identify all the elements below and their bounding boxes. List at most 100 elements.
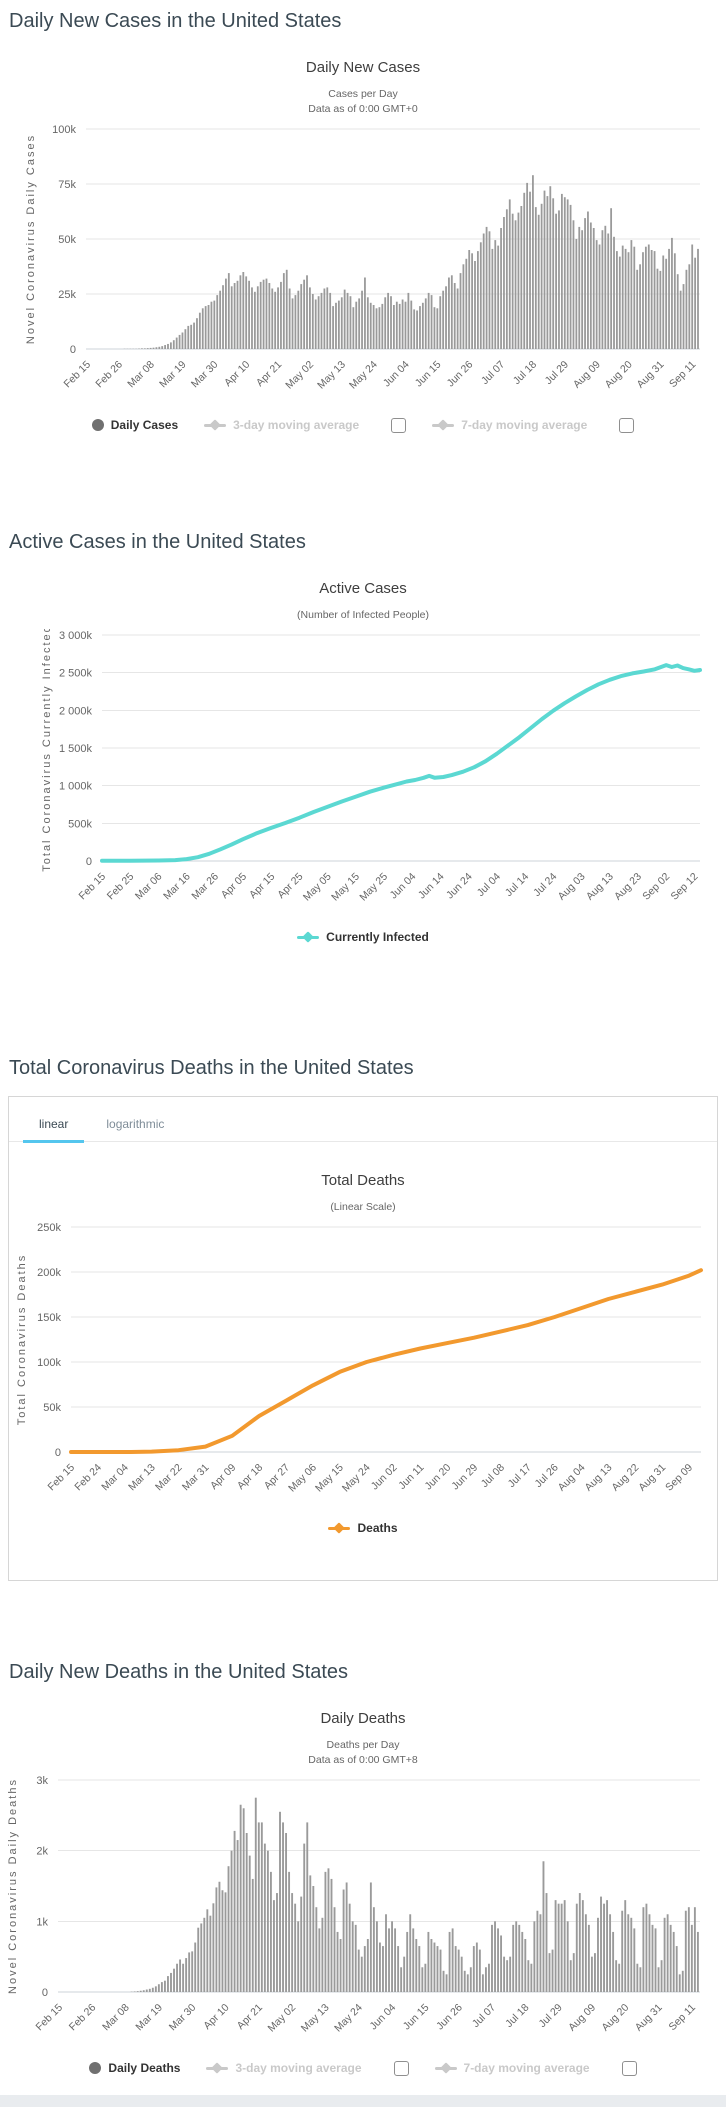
legend-checkbox[interactable]: [393, 2060, 409, 2076]
svg-text:May 06: May 06: [286, 1462, 319, 1495]
section-heading-daily-cases: Daily New Cases in the United States: [9, 10, 342, 32]
svg-text:Feb 25: Feb 25: [105, 871, 137, 903]
svg-text:Feb 15: Feb 15: [77, 871, 109, 903]
legend-item-7-day-moving-average[interactable]: 7-day moving average: [434, 2059, 590, 2077]
tab-linear[interactable]: linear: [23, 1111, 85, 1143]
svg-text:Mar 26: Mar 26: [189, 871, 221, 903]
svg-text:Mar 30: Mar 30: [167, 2002, 199, 2034]
legend-line-marker-icon: [432, 423, 455, 427]
svg-text:100k: 100k: [37, 1357, 61, 1369]
svg-text:May 24: May 24: [332, 2002, 365, 2035]
svg-text:Sep 11: Sep 11: [667, 2002, 699, 2034]
legend-line-marker-icon: [204, 423, 227, 427]
tab-logarithmic[interactable]: logarithmic: [106, 1117, 165, 1131]
svg-text:0: 0: [42, 1987, 48, 1999]
section-heading-active-cases: Active Cases in the United States: [9, 531, 306, 553]
legend-item-3-day-moving-average[interactable]: 3-day moving average: [204, 416, 359, 434]
svg-text:Mar 08: Mar 08: [100, 2002, 132, 2034]
svg-text:Jun 26: Jun 26: [445, 359, 476, 390]
svg-text:50k: 50k: [58, 234, 76, 246]
chart-subtitle-line2: Data as of 0:00 GMT+8: [308, 1754, 418, 1766]
svg-text:May 02: May 02: [283, 359, 316, 392]
svg-text:2 500k: 2 500k: [59, 668, 93, 680]
svg-text:150k: 150k: [37, 1312, 61, 1324]
svg-text:Aug 03: Aug 03: [556, 871, 588, 903]
svg-text:1 500k: 1 500k: [59, 743, 93, 755]
svg-text:Mar 31: Mar 31: [180, 1462, 212, 1494]
svg-text:Jun 26: Jun 26: [434, 2002, 465, 2033]
section-heading-daily-deaths: Daily New Deaths in the United States: [9, 1661, 349, 1683]
svg-text:1k: 1k: [36, 1916, 48, 1928]
daily-new-cases-section: Daily New Cases in the United States Dai…: [0, 0, 726, 435]
svg-text:Aug 13: Aug 13: [583, 1462, 615, 1494]
svg-text:Total Coronavirus Currently In: Total Coronavirus Currently Infected: [41, 629, 53, 872]
svg-text:75k: 75k: [58, 179, 76, 191]
svg-text:3k: 3k: [36, 1775, 48, 1787]
legend-label: 7-day moving average: [463, 2061, 590, 2075]
svg-text:Feb 15: Feb 15: [62, 359, 94, 391]
svg-text:Mar 06: Mar 06: [133, 871, 165, 903]
svg-text:Total Coronavirus Deaths: Total Coronavirus Deaths: [16, 1254, 28, 1426]
svg-text:Aug 20: Aug 20: [599, 2002, 631, 2034]
svg-text:Mar 13: Mar 13: [126, 1462, 158, 1494]
legend-item-daily-deaths[interactable]: Daily Deaths: [89, 2059, 180, 2077]
total-deaths-panel: linear logarithmic Total Deaths (Linear …: [8, 1096, 718, 1581]
svg-text:Mar 08: Mar 08: [125, 359, 157, 391]
daily-deaths-legend: Daily Deaths 3-day moving average 7-day mo…: [0, 2058, 726, 2078]
chart-subtitle-line1: Deaths per Day: [326, 1739, 400, 1751]
svg-text:0: 0: [70, 344, 76, 356]
svg-text:Jul 18: Jul 18: [511, 359, 539, 387]
legend-checkbox[interactable]: [619, 417, 635, 433]
svg-text:May 02: May 02: [265, 2002, 298, 2035]
daily-new-deaths-section: Daily New Deaths in the United States Da…: [0, 1661, 726, 2078]
legend-checkbox[interactable]: [391, 417, 407, 433]
legend-label: Daily Cases: [110, 418, 179, 432]
legend-item-currently-infected[interactable]: Currently Infected: [297, 928, 429, 946]
svg-text:100k: 100k: [52, 124, 76, 136]
svg-text:Novel Coronavirus Daily Cases: Novel Coronavirus Daily Cases: [25, 134, 37, 344]
total-deaths-plot: 0 50k 100k 150k 200k 250k Total Coronavirus De…: [16, 1222, 703, 1495]
svg-text:Sep 11: Sep 11: [667, 359, 699, 391]
svg-text:May 13: May 13: [299, 2002, 332, 2035]
legend-circle-marker-icon: [89, 2062, 102, 2074]
active-cases-plot: 0 500k 1 000k 1 500k 2 000k 2 500k 3 000k Total…: [41, 629, 702, 904]
svg-text:3 000k: 3 000k: [59, 630, 93, 642]
svg-text:Aug 09: Aug 09: [566, 2002, 598, 2034]
legend-line-marker-icon: [297, 935, 320, 939]
legend-item-7-day-moving-average[interactable]: 7-day moving average: [432, 416, 587, 434]
legend-item-3-day-moving-average[interactable]: 3-day moving average: [206, 2059, 362, 2077]
svg-text:Mar 30: Mar 30: [189, 359, 221, 391]
daily-cases-legend: Daily Cases 3-day moving average 7-day mov…: [0, 415, 726, 435]
svg-text:Aug 09: Aug 09: [571, 359, 603, 391]
svg-text:0: 0: [86, 856, 92, 868]
svg-text:Apr 21: Apr 21: [254, 359, 284, 389]
legend-item-daily-cases[interactable]: Daily Cases: [91, 416, 179, 434]
chart-title: Daily Deaths: [320, 1710, 406, 1727]
svg-text:May 15: May 15: [313, 1462, 346, 1495]
chart-subtitle: (Linear Scale): [9, 1200, 717, 1215]
svg-text:Jun 15: Jun 15: [413, 359, 444, 390]
daily-cases-plot: 0 25k 50k 75k 100k Novel Coronavirus Daily Ca…: [25, 124, 700, 392]
legend-label: 7-day moving average: [461, 418, 588, 432]
svg-text:1 000k: 1 000k: [59, 781, 93, 793]
active-cases-section: Active Cases in the United States Active…: [0, 531, 726, 947]
svg-text:Aug 31: Aug 31: [633, 2002, 665, 2034]
chart-subtitle: Deaths per Day Data as of 0:00 GMT+8: [0, 1738, 726, 1768]
svg-text:Mar 19: Mar 19: [157, 359, 189, 391]
daily-deaths-chart: Daily Deaths Deaths per Day Data as of 0…: [0, 1710, 726, 2078]
svg-text:Novel Coronavirus Daily Deaths: Novel Coronavirus Daily Deaths: [7, 1778, 19, 1994]
svg-text:Jun 14: Jun 14: [416, 871, 447, 902]
svg-text:Aug 04: Aug 04: [556, 1462, 588, 1494]
svg-text:Jul 04: Jul 04: [475, 871, 503, 899]
chart-title: Daily New Cases: [305, 59, 421, 76]
legend-item-deaths[interactable]: Deaths: [328, 1519, 398, 1537]
active-cases-chart: Active Cases (Number of Infected People)…: [0, 580, 726, 947]
svg-text:Aug 20: Aug 20: [603, 359, 635, 391]
svg-text:500k: 500k: [68, 818, 92, 830]
chart-subtitle-line1: (Number of Infected People): [297, 609, 429, 621]
svg-text:0: 0: [55, 1447, 61, 1459]
svg-text:Sep 09: Sep 09: [663, 1462, 695, 1494]
svg-text:Feb 15: Feb 15: [34, 2002, 66, 2034]
legend-checkbox[interactable]: [621, 2060, 637, 2076]
svg-text:May 05: May 05: [301, 871, 334, 904]
